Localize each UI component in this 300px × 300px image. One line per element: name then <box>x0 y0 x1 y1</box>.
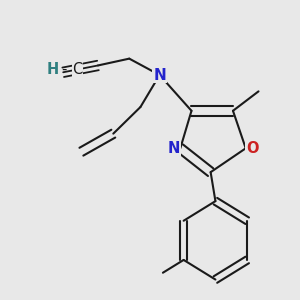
Text: N: N <box>168 141 180 156</box>
Text: O: O <box>246 141 258 156</box>
Text: C: C <box>72 62 83 77</box>
Text: -: - <box>61 62 67 77</box>
Text: N: N <box>153 68 166 82</box>
Text: H: H <box>46 62 59 77</box>
